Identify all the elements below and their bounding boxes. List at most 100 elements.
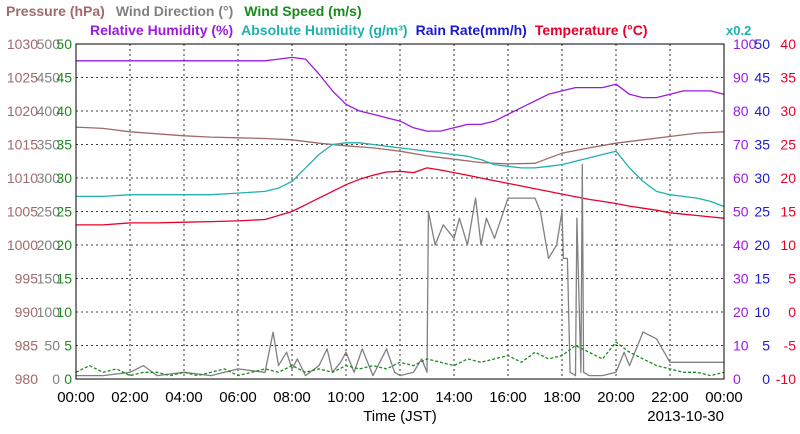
- pressure-tick-label: 995: [15, 271, 39, 287]
- rain-rate-tick-label: 45: [754, 70, 770, 86]
- wind-speed-tick-label: 45: [56, 70, 72, 86]
- wind-speed-tick-label: 25: [56, 204, 72, 220]
- pressure-tick-label: 1010: [7, 170, 38, 186]
- rain-scale-note: x0.2: [726, 23, 751, 38]
- relative-humidity-tick-label: 30: [733, 271, 749, 287]
- relative-humidity-tick-label: 50: [733, 204, 749, 220]
- wind-speed-tick-label: 15: [56, 271, 72, 287]
- wind-direction-tick-label: 200: [37, 237, 61, 253]
- relative-humidity-tick-label: 70: [733, 137, 749, 153]
- wind-direction-tick-label: 350: [37, 137, 61, 153]
- rain-rate-tick-label: 35: [754, 137, 770, 153]
- wind-direction-tick-label: 300: [37, 170, 61, 186]
- x-tick-label: 00:00: [705, 389, 743, 406]
- chart-legend: Pressure (hPa) Wind Direction (°) Wind Spe…: [6, 3, 751, 38]
- wind-speed-tick-label: 50: [56, 36, 72, 52]
- wind-direction-tick-label: 400: [37, 103, 61, 119]
- x-tick-label: 06:00: [219, 389, 257, 406]
- temperature-tick-label: 25: [780, 137, 796, 153]
- temperature-tick-label: 35: [780, 70, 796, 86]
- x-tick-label: 04:00: [165, 389, 203, 406]
- x-tick-label: 18:00: [543, 389, 581, 406]
- series-line: [75, 341, 725, 377]
- x-tick-label: 10:00: [327, 389, 365, 406]
- wind-speed-tick-label: 40: [56, 103, 72, 119]
- pressure-tick-label: 990: [15, 304, 39, 320]
- relative-humidity-tick-label: 90: [733, 70, 749, 86]
- chart-grid: [76, 44, 724, 379]
- series-line: [76, 167, 725, 226]
- rain-rate-tick-label: 40: [754, 103, 770, 119]
- wind-speed-tick-label: 35: [56, 137, 72, 153]
- wind-direction-tick-label: 450: [37, 70, 61, 86]
- temperature-tick-label: 20: [780, 170, 796, 186]
- series-line: [76, 163, 724, 377]
- temperature-tick-label: 10: [780, 237, 796, 253]
- wind-direction-tick-label: 250: [37, 204, 61, 220]
- pressure-tick-label: 1000: [7, 237, 38, 253]
- relative-humidity-tick-label: 60: [733, 170, 749, 186]
- wind-direction-tick-label: 100: [37, 304, 61, 320]
- series-line: [76, 56, 725, 132]
- wind-speed-tick-label: 5: [64, 338, 72, 354]
- wind-direction-tick-label: 0: [52, 371, 60, 387]
- relative-humidity-tick-label: 80: [733, 103, 749, 119]
- chart-series: [75, 56, 725, 377]
- legend-item: Relative Humidity (%): [90, 22, 233, 38]
- legend-item: Wind Direction (°): [116, 3, 233, 19]
- pressure-tick-label: 1030: [7, 36, 38, 52]
- legend-item: Pressure (hPa): [6, 3, 105, 19]
- pressure-tick-label: 980: [15, 371, 39, 387]
- temperature-tick-label: 40: [780, 36, 796, 52]
- relative-humidity-tick-label: 100: [733, 36, 757, 52]
- pressure-tick-label: 1005: [7, 204, 38, 220]
- wind-speed-tick-label: 30: [56, 170, 72, 186]
- temperature-tick-label: -5: [784, 338, 797, 354]
- x-axis: 00:00 02:00 04:00 06:00 08:00 10:00 12:00 14:00…: [57, 389, 743, 406]
- wind-speed-tick-label: 10: [56, 304, 72, 320]
- rain-rate-tick-label: 50: [754, 36, 770, 52]
- x-tick-label: 16:00: [489, 389, 527, 406]
- y-axes: 9809859909951000100510101015102010251030…: [7, 36, 796, 387]
- relative-humidity-tick-label: 0: [733, 371, 741, 387]
- legend-item: Rain Rate(mm/h): [416, 22, 527, 38]
- x-tick-label: 02:00: [111, 389, 149, 406]
- wind-direction-tick-label: 500: [37, 36, 61, 52]
- relative-humidity-tick-label: 20: [733, 304, 749, 320]
- wind-speed-tick-label: 0: [64, 371, 72, 387]
- x-tick-label: 14:00: [435, 389, 473, 406]
- pressure-tick-label: 1015: [7, 137, 38, 153]
- rain-rate-tick-label: 20: [754, 237, 770, 253]
- wind-direction-tick-label: 50: [44, 338, 60, 354]
- pressure-tick-label: 1020: [7, 103, 38, 119]
- x-tick-label: 22:00: [651, 389, 689, 406]
- date-label: 2013-10-30: [647, 408, 724, 425]
- temperature-tick-label: 0: [788, 304, 796, 320]
- rain-rate-tick-label: 15: [754, 271, 770, 287]
- rain-rate-tick-label: 0: [762, 371, 770, 387]
- rain-rate-tick-label: 10: [754, 304, 770, 320]
- rain-rate-tick-label: 25: [754, 204, 770, 220]
- relative-humidity-tick-label: 40: [733, 237, 749, 253]
- series-line: [75, 126, 725, 165]
- x-tick-label: 20:00: [597, 389, 635, 406]
- legend-item: Temperature (°C): [535, 22, 648, 38]
- series-line: [76, 142, 725, 208]
- rain-rate-tick-label: 30: [754, 170, 770, 186]
- wind-direction-tick-label: 150: [37, 271, 61, 287]
- rain-rate-tick-label: 5: [762, 338, 770, 354]
- legend-item: Wind Speed (m/s): [244, 3, 361, 19]
- x-axis-label: Time (JST): [363, 408, 437, 425]
- pressure-tick-label: 1025: [7, 70, 38, 86]
- x-tick-label: 00:00: [57, 389, 95, 406]
- temperature-tick-label: 30: [780, 103, 796, 119]
- temperature-tick-label: 5: [788, 271, 796, 287]
- wind-speed-tick-label: 20: [56, 237, 72, 253]
- relative-humidity-tick-label: 10: [733, 338, 749, 354]
- pressure-tick-label: 985: [15, 338, 39, 354]
- temperature-tick-label: 15: [780, 204, 796, 220]
- x-tick-label: 12:00: [381, 389, 419, 406]
- x-tick-label: 08:00: [273, 389, 311, 406]
- temperature-tick-label: -10: [776, 371, 796, 387]
